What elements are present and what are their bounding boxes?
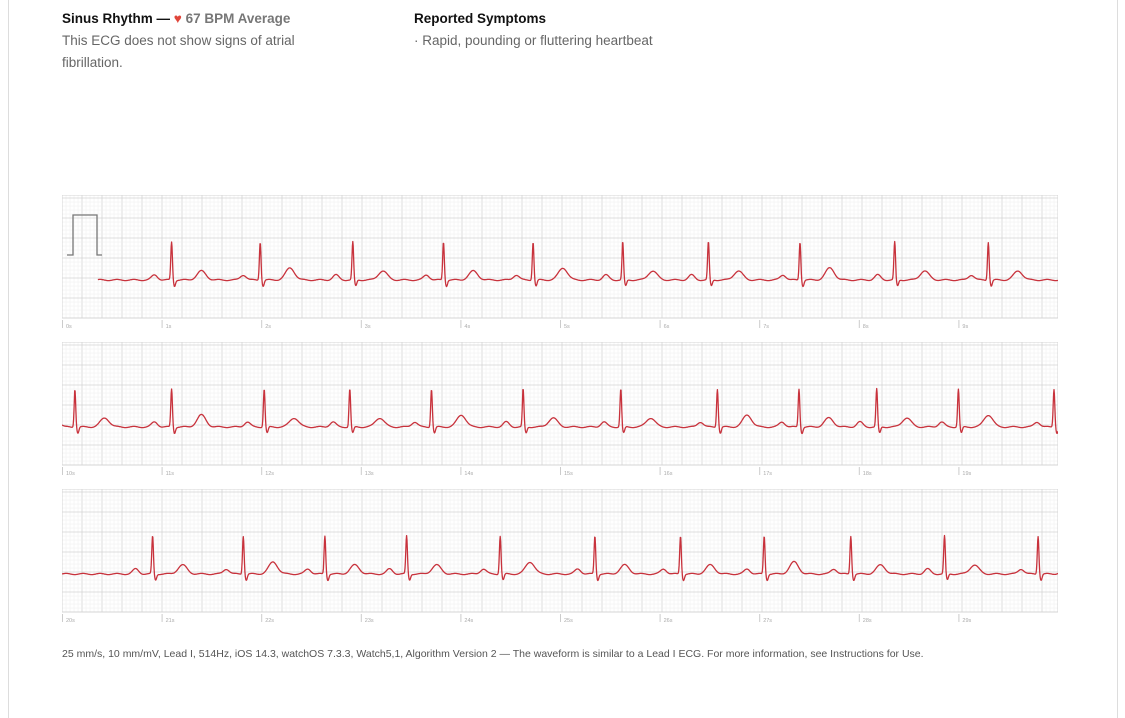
page-edge-right bbox=[1117, 0, 1118, 718]
time-tick-label: 22s bbox=[265, 618, 274, 624]
time-tick-label: 29s bbox=[962, 618, 971, 624]
reported-symptoms: Reported Symptoms · Rapid, pounding or f… bbox=[414, 8, 814, 52]
time-tick-label: 15s bbox=[564, 471, 573, 477]
time-tick-label: 10s bbox=[66, 471, 75, 477]
ecg-strip-2: 10s 11s 12s 13s 14s 15s 16s 17s 18s 19s bbox=[62, 342, 1058, 477]
time-tick-label: 27s bbox=[763, 618, 772, 624]
time-tick-label: 19s bbox=[962, 471, 971, 477]
rhythm-summary: Sinus Rhythm — ♥ 67 BPM Average This ECG… bbox=[62, 8, 352, 74]
page-edge-left bbox=[8, 0, 9, 718]
time-tick-label: 24s bbox=[464, 618, 473, 624]
ecg-grid bbox=[62, 195, 1058, 319]
ecg-grid-border bbox=[62, 342, 1058, 466]
time-tick-label: 28s bbox=[863, 618, 872, 624]
time-tick-label: 20s bbox=[66, 618, 75, 624]
time-tick-label: 26s bbox=[664, 618, 673, 624]
time-tick-label: 16s bbox=[664, 471, 673, 477]
time-tick-label: 21s bbox=[166, 618, 175, 624]
time-tick-label: 8s bbox=[863, 324, 869, 330]
time-tick-label: 12s bbox=[265, 471, 274, 477]
calibration-pulse bbox=[67, 214, 102, 256]
rhythm-description: This ECG does not show signs of atrial f… bbox=[62, 33, 295, 70]
symptoms-title: Reported Symptoms bbox=[414, 11, 547, 26]
time-tick-label: 4s bbox=[464, 324, 470, 330]
time-tick-label: 17s bbox=[763, 471, 772, 477]
rhythm-classification: Sinus Rhythm — bbox=[62, 11, 171, 26]
ecg-trace bbox=[97, 240, 1058, 288]
time-tick-label: 23s bbox=[365, 618, 374, 624]
time-tick-label: 18s bbox=[863, 471, 872, 477]
time-tick-label: 2s bbox=[265, 324, 271, 330]
time-tick-label: 14s bbox=[464, 471, 473, 477]
ecg-trace bbox=[62, 387, 1058, 435]
time-tick-label: 6s bbox=[664, 324, 670, 330]
ecg-strip-1: 0s 1s 2s 3s 4s 5s 6s 7s 8s 9s bbox=[62, 195, 1058, 330]
ecg-trace bbox=[62, 534, 1058, 582]
symptom-item: · Rapid, pounding or fluttering heartbea… bbox=[414, 33, 653, 48]
ecg-grid bbox=[62, 342, 1058, 466]
ecg-grid-border bbox=[62, 195, 1058, 319]
time-tick-label: 9s bbox=[962, 324, 968, 330]
time-tick-label: 13s bbox=[365, 471, 374, 477]
time-tick-label: 5s bbox=[564, 324, 570, 330]
time-tick-label: 11s bbox=[166, 471, 175, 477]
ecg-strip-3: 20s 21s 22s 23s 24s 25s 26s 27s 28s 29s bbox=[62, 489, 1058, 624]
time-tick-label: 0s bbox=[66, 324, 72, 330]
time-tick-label: 25s bbox=[564, 618, 573, 624]
time-tick-label: 3s bbox=[365, 324, 371, 330]
ecg-grid-border bbox=[62, 489, 1058, 613]
heart-icon: ♥ bbox=[173, 11, 182, 26]
ecg-grid bbox=[62, 489, 1058, 613]
bpm-average: 67 BPM Average bbox=[185, 11, 291, 26]
time-tick-label: 7s bbox=[763, 324, 769, 330]
ecg-footer-note: 25 mm/s, 10 mm/mV, Lead I, 514Hz, iOS 14… bbox=[62, 648, 924, 660]
time-tick-label: 1s bbox=[166, 324, 172, 330]
